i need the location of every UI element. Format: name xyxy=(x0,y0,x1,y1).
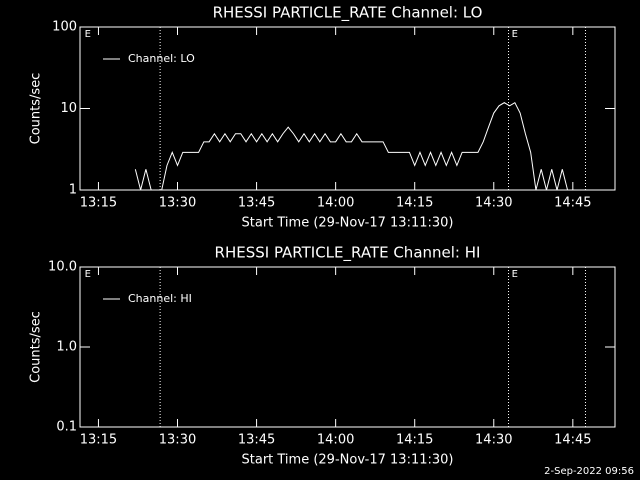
x-tick-label: 13:30 xyxy=(159,196,196,211)
footer: 2-Sep-2022 09:56 xyxy=(544,466,634,477)
y-tick-label: 10.0 xyxy=(48,260,77,275)
y-axis-label: Counts/sec xyxy=(29,311,44,383)
legend-label: Channel: LO xyxy=(128,52,195,65)
annotation: E xyxy=(512,269,518,280)
y-tick-label: 1.0 xyxy=(56,340,77,355)
y-axis-label: Counts/sec xyxy=(29,73,44,145)
x-tick-label: 14:15 xyxy=(396,196,433,211)
chart-title: RHESSI PARTICLE_RATE Channel: LO xyxy=(213,4,483,23)
x-tick-label: 13:45 xyxy=(238,196,275,211)
y-tick-label: 10 xyxy=(60,101,77,116)
x-axis-label: Start Time (29-Nov-17 13:11:30) xyxy=(242,216,454,231)
annotation: E xyxy=(85,269,91,280)
annotation: E xyxy=(85,29,91,40)
x-tick-label: 13:15 xyxy=(80,433,117,448)
y-tick-label: 1 xyxy=(69,183,77,198)
y-tick-label: 0.1 xyxy=(56,420,77,435)
series-line xyxy=(134,101,569,190)
x-tick-label: 14:45 xyxy=(554,196,591,211)
x-tick-label: 14:45 xyxy=(554,433,591,448)
x-tick-label: 14:15 xyxy=(396,433,433,448)
x-tick-label: 13:15 xyxy=(80,196,117,211)
x-axis-label: Start Time (29-Nov-17 13:11:30) xyxy=(242,453,454,468)
chart-title: RHESSI PARTICLE_RATE Channel: HI xyxy=(215,244,481,263)
x-tick-label: 13:45 xyxy=(238,433,275,448)
y-tick-label: 100 xyxy=(52,20,77,35)
annotation: E xyxy=(512,29,518,40)
x-tick-label: 13:30 xyxy=(159,433,196,448)
legend-label: Channel: HI xyxy=(128,292,192,305)
x-tick-label: 14:30 xyxy=(475,433,512,448)
x-tick-label: 14:00 xyxy=(317,433,354,448)
x-tick-label: 14:30 xyxy=(475,196,512,211)
x-tick-label: 14:00 xyxy=(317,196,354,211)
